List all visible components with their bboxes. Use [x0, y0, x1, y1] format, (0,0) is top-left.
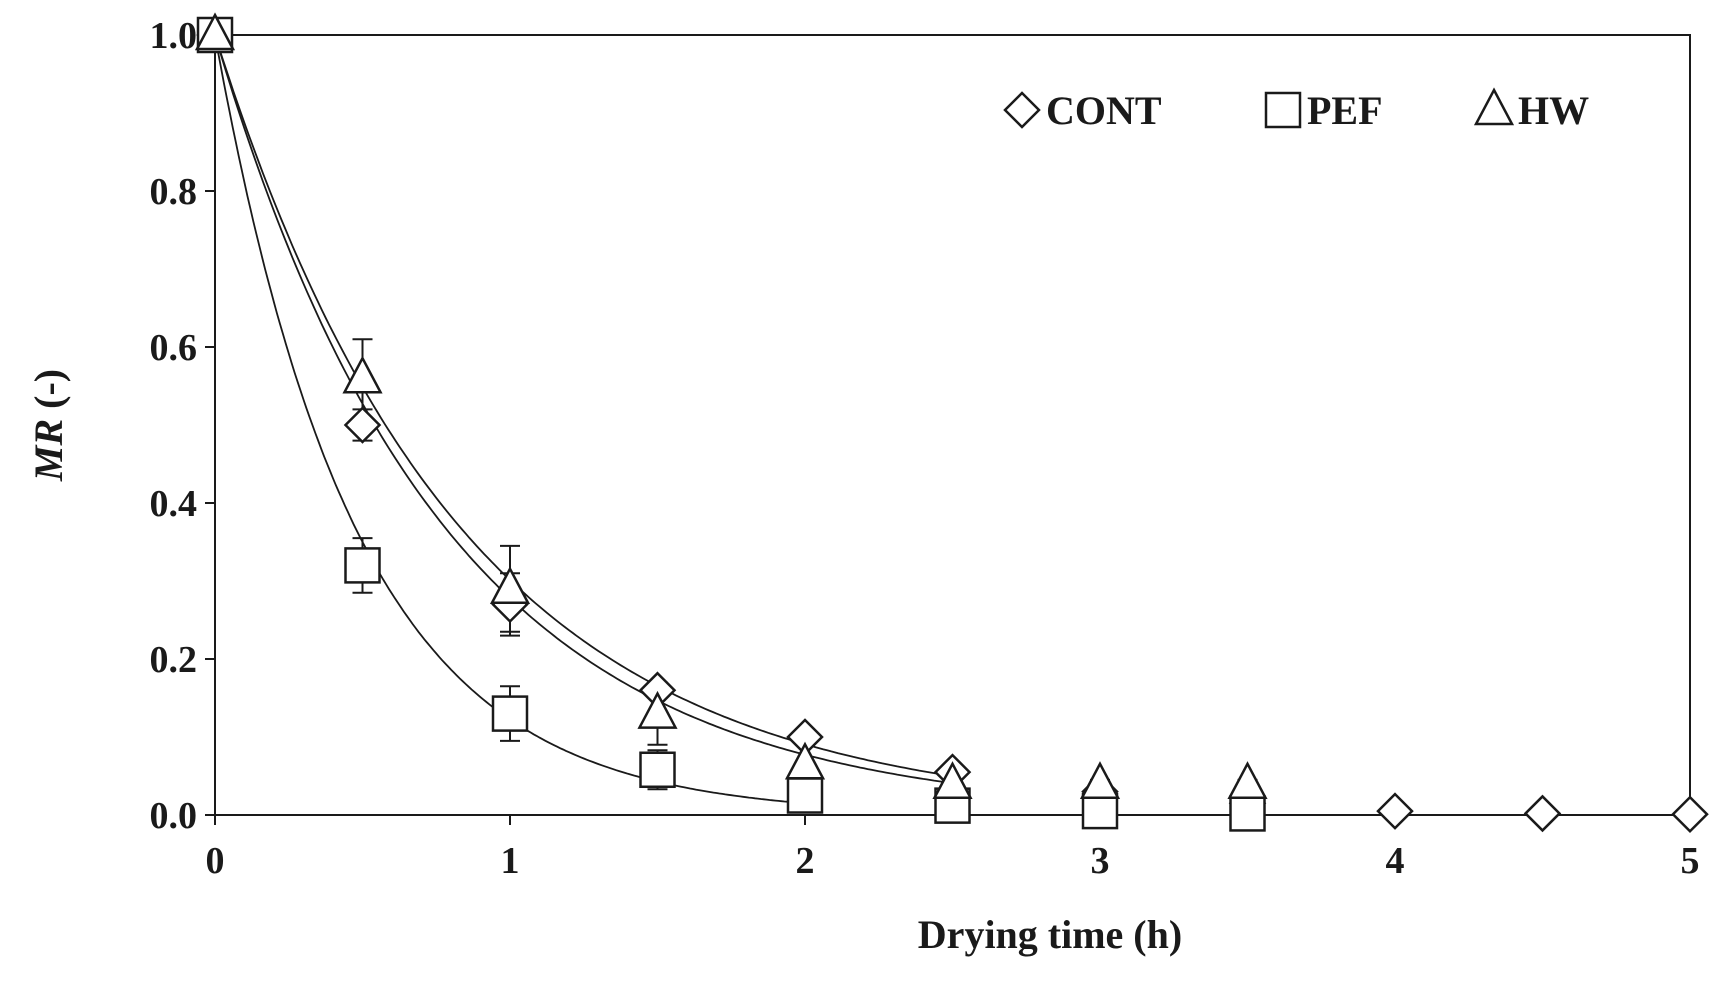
plot-area — [214, 34, 1691, 816]
data-point-hw — [1227, 761, 1268, 800]
axis-ticks: 0 1 2 3 4 5 0.0 0.2 0.4 0.6 0.8 1.0 — [150, 15, 1700, 882]
x-tick-label: 5 — [1681, 840, 1700, 882]
data-point-cont — [1671, 795, 1709, 833]
legend-marker-cont — [1003, 91, 1041, 129]
y-axis-title: MR (-) — [26, 369, 71, 482]
legend-label-pef: PEF — [1307, 88, 1383, 133]
data-point-cont — [1376, 792, 1414, 830]
data-point-hw — [1079, 761, 1121, 800]
x-tick-label: 3 — [1091, 840, 1110, 882]
data-point-hw — [342, 355, 383, 394]
x-tick-label: 4 — [1386, 840, 1405, 882]
data-point-cont — [1523, 794, 1562, 833]
legend-label-hw: HW — [1518, 88, 1589, 133]
y-tick-label: 0.4 — [150, 483, 198, 525]
x-tick-label: 0 — [206, 840, 225, 882]
data-point-pef — [344, 547, 381, 584]
x-tick-label: 2 — [796, 840, 815, 882]
data-point-pef — [491, 695, 529, 732]
data-point-hw — [194, 12, 236, 51]
y-axis-title-unit: (-) — [26, 369, 71, 419]
x-tick-label: 1 — [501, 840, 520, 882]
legend-label-cont: CONT — [1046, 88, 1162, 133]
y-tick-label: 0.8 — [150, 171, 198, 213]
data-point-pef — [1229, 795, 1266, 832]
y-tick-label: 1.0 — [150, 15, 198, 57]
y-axis-title-italic: MR — [26, 419, 71, 482]
y-tick-label: 0.0 — [150, 795, 198, 837]
y-tick-label: 0.6 — [150, 327, 198, 369]
legend: CONT PEF HW — [1003, 87, 1589, 133]
data-point-hw — [932, 761, 973, 800]
data-markers — [194, 12, 1709, 833]
x-axis-title: Drying time (h) — [918, 912, 1182, 957]
data-point-pef — [1081, 792, 1119, 830]
data-point-pef — [639, 751, 676, 789]
fit-curve-cont — [214, 34, 953, 778]
data-point-hw — [784, 741, 826, 780]
data-point-hw — [489, 566, 531, 605]
data-point-cont — [343, 406, 382, 444]
data-point-hw — [637, 690, 678, 729]
y-tick-label: 0.2 — [150, 639, 198, 681]
legend-marker-hw — [1473, 87, 1515, 126]
fit-curve-hw — [214, 34, 953, 785]
data-point-pef — [786, 777, 824, 814]
legend-marker-pef — [1264, 91, 1302, 129]
